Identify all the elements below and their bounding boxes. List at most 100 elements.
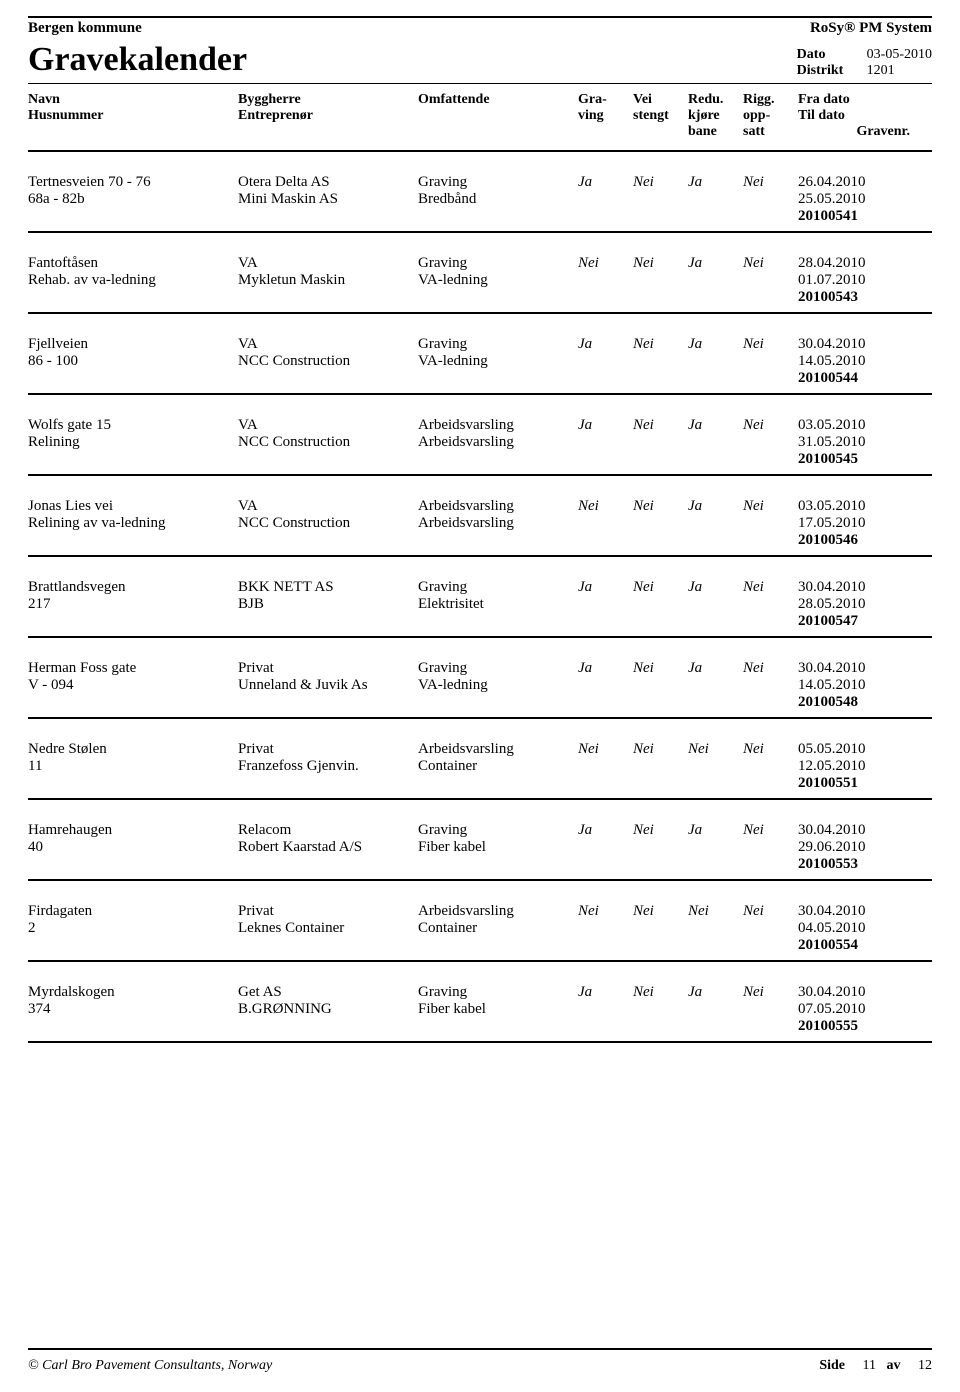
entry-entreprenor: NCC Construction bbox=[238, 353, 418, 370]
entry-fradato: 30.04.2010 bbox=[798, 822, 918, 839]
entry-omf-2: Arbeidsvarsling bbox=[418, 515, 578, 532]
entry-omf-1: Graving bbox=[418, 660, 578, 677]
entry-tildato: 31.05.2010 bbox=[798, 434, 918, 451]
entry-gravenr: 20100543 bbox=[798, 289, 918, 306]
system-label: RoSy® PM System bbox=[810, 20, 932, 37]
entry-byggherre: VA bbox=[238, 498, 418, 515]
entry-omf-1: Graving bbox=[418, 336, 578, 353]
entry-rigg: Nei bbox=[743, 984, 798, 1035]
col-rigg-2: opp- bbox=[743, 108, 798, 124]
table-row: Wolfs gate 15ReliningVANCC ConstructionA… bbox=[28, 395, 932, 476]
kommune-label: Bergen kommune bbox=[28, 20, 142, 37]
side-label: Side bbox=[819, 1358, 845, 1373]
entry-entreprenor: Robert Kaarstad A/S bbox=[238, 839, 418, 856]
entry-omf-2: Arbeidsvarsling bbox=[418, 434, 578, 451]
entry-omf-1: Graving bbox=[418, 984, 578, 1001]
table-row: Herman Foss gateV - 094PrivatUnneland & … bbox=[28, 638, 932, 719]
entry-byggherre: Privat bbox=[238, 741, 418, 758]
entry-rigg: Nei bbox=[743, 579, 798, 630]
table-row: Fjellveien86 - 100VANCC ConstructionGrav… bbox=[28, 314, 932, 395]
entry-vei: Nei bbox=[633, 579, 688, 630]
entry-vei: Nei bbox=[633, 336, 688, 387]
entry-omf-2: Container bbox=[418, 758, 578, 775]
entry-graving: Ja bbox=[578, 660, 633, 711]
entry-rigg: Nei bbox=[743, 660, 798, 711]
entry-rigg: Nei bbox=[743, 174, 798, 225]
entry-redu: Ja bbox=[688, 822, 743, 873]
entry-graving: Ja bbox=[578, 417, 633, 468]
entry-rigg: Nei bbox=[743, 336, 798, 387]
entry-fradato: 26.04.2010 bbox=[798, 174, 918, 191]
entry-vei: Nei bbox=[633, 498, 688, 549]
entry-redu: Ja bbox=[688, 498, 743, 549]
entry-entreprenor: Unneland & Juvik As bbox=[238, 677, 418, 694]
entry-omf-1: Arbeidsvarsling bbox=[418, 903, 578, 920]
entry-gravenr: 20100541 bbox=[798, 208, 918, 225]
entry-fradato: 28.04.2010 bbox=[798, 255, 918, 272]
entry-byggherre: BKK NETT AS bbox=[238, 579, 418, 596]
entry-gravenr: 20100548 bbox=[798, 694, 918, 711]
entry-graving: Nei bbox=[578, 741, 633, 792]
entry-omf-2: Container bbox=[418, 920, 578, 937]
col-redu-2: kjøre bbox=[688, 108, 743, 124]
entry-name: Herman Foss gate bbox=[28, 660, 238, 677]
entry-husnummer: Rehab. av va-ledning bbox=[28, 272, 238, 289]
col-rigg-3: satt bbox=[743, 124, 798, 140]
entry-omf-1: Graving bbox=[418, 579, 578, 596]
entry-gravenr: 20100545 bbox=[798, 451, 918, 468]
entry-tildato: 07.05.2010 bbox=[798, 1001, 918, 1018]
entry-tildato: 14.05.2010 bbox=[798, 353, 918, 370]
entry-husnummer: 86 - 100 bbox=[28, 353, 238, 370]
entry-omf-2: VA-ledning bbox=[418, 272, 578, 289]
col-vei-2: stengt bbox=[633, 108, 688, 124]
entry-name: Wolfs gate 15 bbox=[28, 417, 238, 434]
entry-redu: Ja bbox=[688, 255, 743, 306]
entry-vei: Nei bbox=[633, 903, 688, 954]
entry-husnummer: V - 094 bbox=[28, 677, 238, 694]
entry-tildato: 17.05.2010 bbox=[798, 515, 918, 532]
entry-tildato: 14.05.2010 bbox=[798, 677, 918, 694]
entry-tildato: 04.05.2010 bbox=[798, 920, 918, 937]
entry-graving: Ja bbox=[578, 984, 633, 1035]
meta-block: Dato 03-05-2010 Distrikt 1201 bbox=[797, 47, 932, 79]
entry-redu: Ja bbox=[688, 417, 743, 468]
entry-gravenr: 20100546 bbox=[798, 532, 918, 549]
entry-fradato: 03.05.2010 bbox=[798, 498, 918, 515]
entry-rigg: Nei bbox=[743, 255, 798, 306]
entry-byggherre: VA bbox=[238, 255, 418, 272]
entry-omf-2: Fiber kabel bbox=[418, 839, 578, 856]
table-row: Jonas Lies veiRelining av va-ledningVANC… bbox=[28, 476, 932, 557]
table-row: Nedre Stølen11PrivatFranzefoss Gjenvin.A… bbox=[28, 719, 932, 800]
entry-husnummer: 374 bbox=[28, 1001, 238, 1018]
entry-name: Jonas Lies vei bbox=[28, 498, 238, 515]
entry-name: Nedre Stølen bbox=[28, 741, 238, 758]
entry-tildato: 12.05.2010 bbox=[798, 758, 918, 775]
entry-vei: Nei bbox=[633, 255, 688, 306]
entry-byggherre: VA bbox=[238, 417, 418, 434]
entry-redu: Ja bbox=[688, 660, 743, 711]
entry-graving: Nei bbox=[578, 903, 633, 954]
entry-entreprenor: Leknes Container bbox=[238, 920, 418, 937]
entry-husnummer: 217 bbox=[28, 596, 238, 613]
col-fradato: Fra dato bbox=[798, 92, 918, 108]
entry-husnummer: 2 bbox=[28, 920, 238, 937]
entry-rigg: Nei bbox=[743, 417, 798, 468]
entry-redu: Ja bbox=[688, 336, 743, 387]
entry-redu: Nei bbox=[688, 903, 743, 954]
entry-fradato: 30.04.2010 bbox=[798, 579, 918, 596]
col-tildato: Til dato bbox=[798, 108, 918, 124]
entry-rigg: Nei bbox=[743, 822, 798, 873]
entry-redu: Ja bbox=[688, 984, 743, 1035]
col-omfattende: Omfattende bbox=[418, 92, 578, 108]
entry-rigg: Nei bbox=[743, 741, 798, 792]
entry-omf-2: Elektrisitet bbox=[418, 596, 578, 613]
entry-husnummer: Relining bbox=[28, 434, 238, 451]
col-husnummer: Husnummer bbox=[28, 108, 238, 124]
footer: © Carl Bro Pavement Consultants, Norway … bbox=[28, 1358, 932, 1374]
entry-entreprenor: NCC Construction bbox=[238, 434, 418, 451]
entry-rigg: Nei bbox=[743, 498, 798, 549]
entry-graving: Ja bbox=[578, 579, 633, 630]
entry-husnummer: 11 bbox=[28, 758, 238, 775]
av-label: av bbox=[887, 1358, 901, 1373]
entry-byggherre: Otera Delta AS bbox=[238, 174, 418, 191]
